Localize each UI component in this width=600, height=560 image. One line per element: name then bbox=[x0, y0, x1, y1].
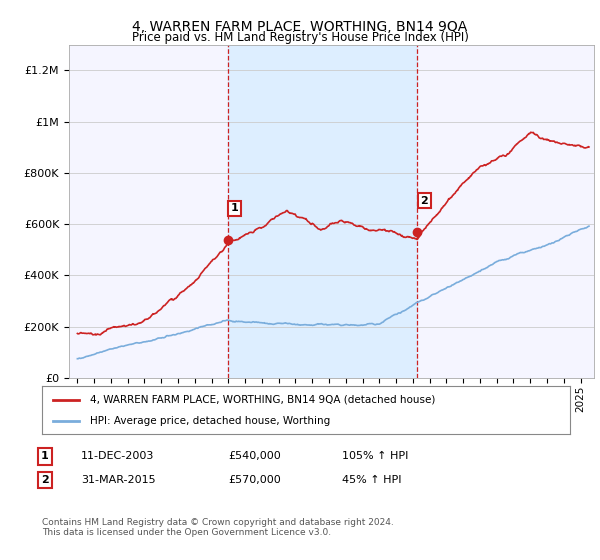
Text: 2: 2 bbox=[421, 195, 428, 206]
Bar bbox=[227, 45, 417, 378]
Text: HPI: Average price, detached house, Worthing: HPI: Average price, detached house, Wort… bbox=[89, 416, 330, 426]
Text: Contains HM Land Registry data © Crown copyright and database right 2024.
This d: Contains HM Land Registry data © Crown c… bbox=[42, 518, 394, 538]
Text: Price paid vs. HM Land Registry's House Price Index (HPI): Price paid vs. HM Land Registry's House … bbox=[131, 31, 469, 44]
Text: £540,000: £540,000 bbox=[228, 451, 281, 461]
Text: 1: 1 bbox=[41, 451, 49, 461]
Text: 11-DEC-2003: 11-DEC-2003 bbox=[81, 451, 154, 461]
Text: 2: 2 bbox=[41, 475, 49, 485]
Text: 105% ↑ HPI: 105% ↑ HPI bbox=[342, 451, 409, 461]
Text: 4, WARREN FARM PLACE, WORTHING, BN14 9QA: 4, WARREN FARM PLACE, WORTHING, BN14 9QA bbox=[133, 20, 467, 34]
Text: 4, WARREN FARM PLACE, WORTHING, BN14 9QA (detached house): 4, WARREN FARM PLACE, WORTHING, BN14 9QA… bbox=[89, 395, 435, 405]
Text: 1: 1 bbox=[231, 203, 239, 213]
Text: 31-MAR-2015: 31-MAR-2015 bbox=[81, 475, 155, 485]
Text: 45% ↑ HPI: 45% ↑ HPI bbox=[342, 475, 401, 485]
Text: £570,000: £570,000 bbox=[228, 475, 281, 485]
